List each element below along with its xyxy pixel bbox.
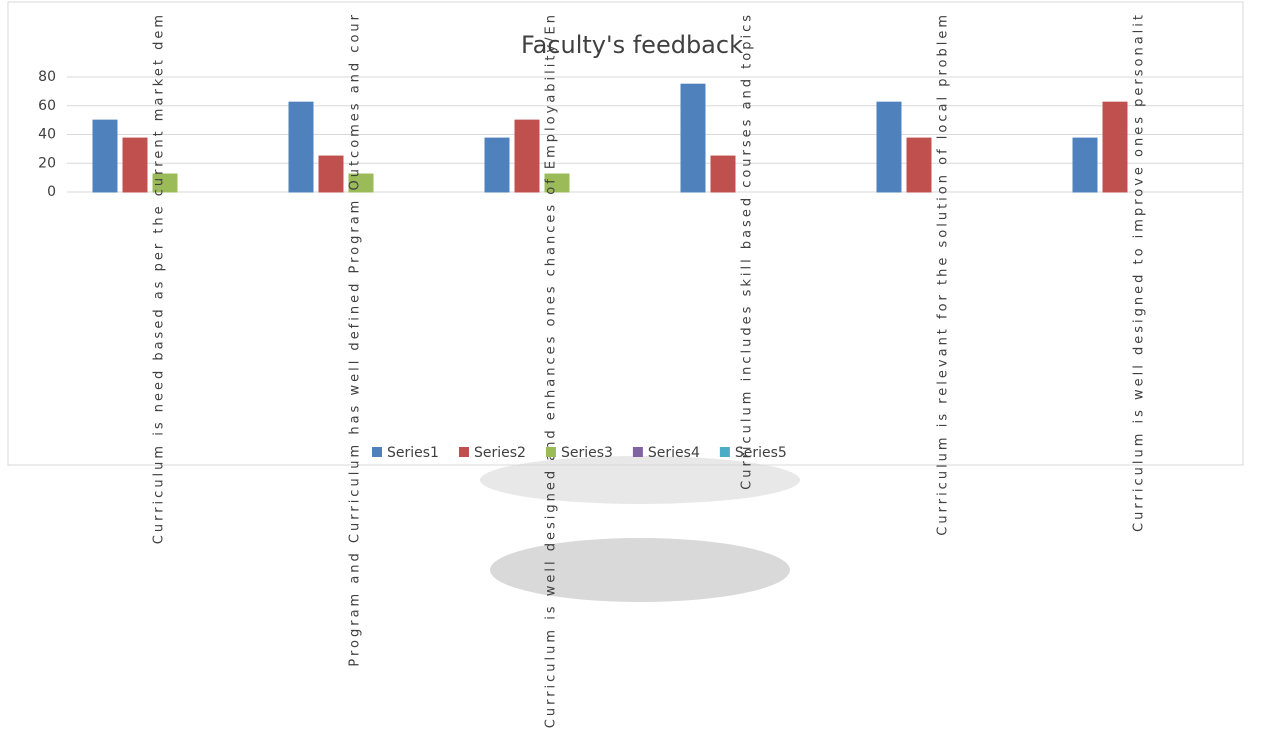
bar <box>710 155 736 193</box>
legend-swatch <box>719 447 730 457</box>
background-shape <box>480 456 800 504</box>
bar <box>514 119 540 193</box>
legend-swatch <box>458 447 469 457</box>
legend-swatch <box>545 447 556 457</box>
y-tick-label: 60 <box>38 98 56 114</box>
y-tick-label: 20 <box>38 155 56 171</box>
bar <box>1102 101 1128 193</box>
bar <box>544 173 570 193</box>
bar <box>680 83 706 193</box>
x-tick-label: Curriculum includes skill based courses … <box>740 12 755 490</box>
bar <box>906 137 932 193</box>
x-tick-label: Curriculum is well designed and enhances… <box>544 12 559 728</box>
bar <box>288 101 314 193</box>
y-tick-label: 80 <box>38 69 56 85</box>
bar <box>484 137 510 193</box>
chart-title: Faculty's feedback <box>521 31 743 59</box>
legend-label: Series2 <box>474 445 526 461</box>
y-tick-label: 40 <box>38 127 56 143</box>
bar <box>876 101 902 193</box>
legend-label: Series3 <box>561 445 613 461</box>
bar <box>152 173 178 193</box>
bar <box>1072 137 1098 193</box>
bar <box>318 155 344 193</box>
chart-frame <box>7 1 1244 466</box>
legend-label: Series4 <box>648 445 700 461</box>
x-tick-label: Curriculum is well designed to improve o… <box>1132 12 1147 532</box>
bar <box>92 119 118 193</box>
bar <box>348 173 374 193</box>
bar <box>122 137 148 193</box>
x-tick-label: Program and Curriculum has well defined … <box>348 12 363 667</box>
legend-swatch <box>372 447 382 457</box>
x-tick-label: Curriculum is relevant for the solution … <box>936 12 951 536</box>
legend-swatch <box>632 447 643 457</box>
legend-label: Series5 <box>735 445 787 461</box>
legend-label: Series1 <box>387 445 439 461</box>
x-tick-label: Curriculum is need based as per the curr… <box>152 12 167 544</box>
y-tick-label: 0 <box>47 184 56 200</box>
background-shape <box>490 538 790 602</box>
